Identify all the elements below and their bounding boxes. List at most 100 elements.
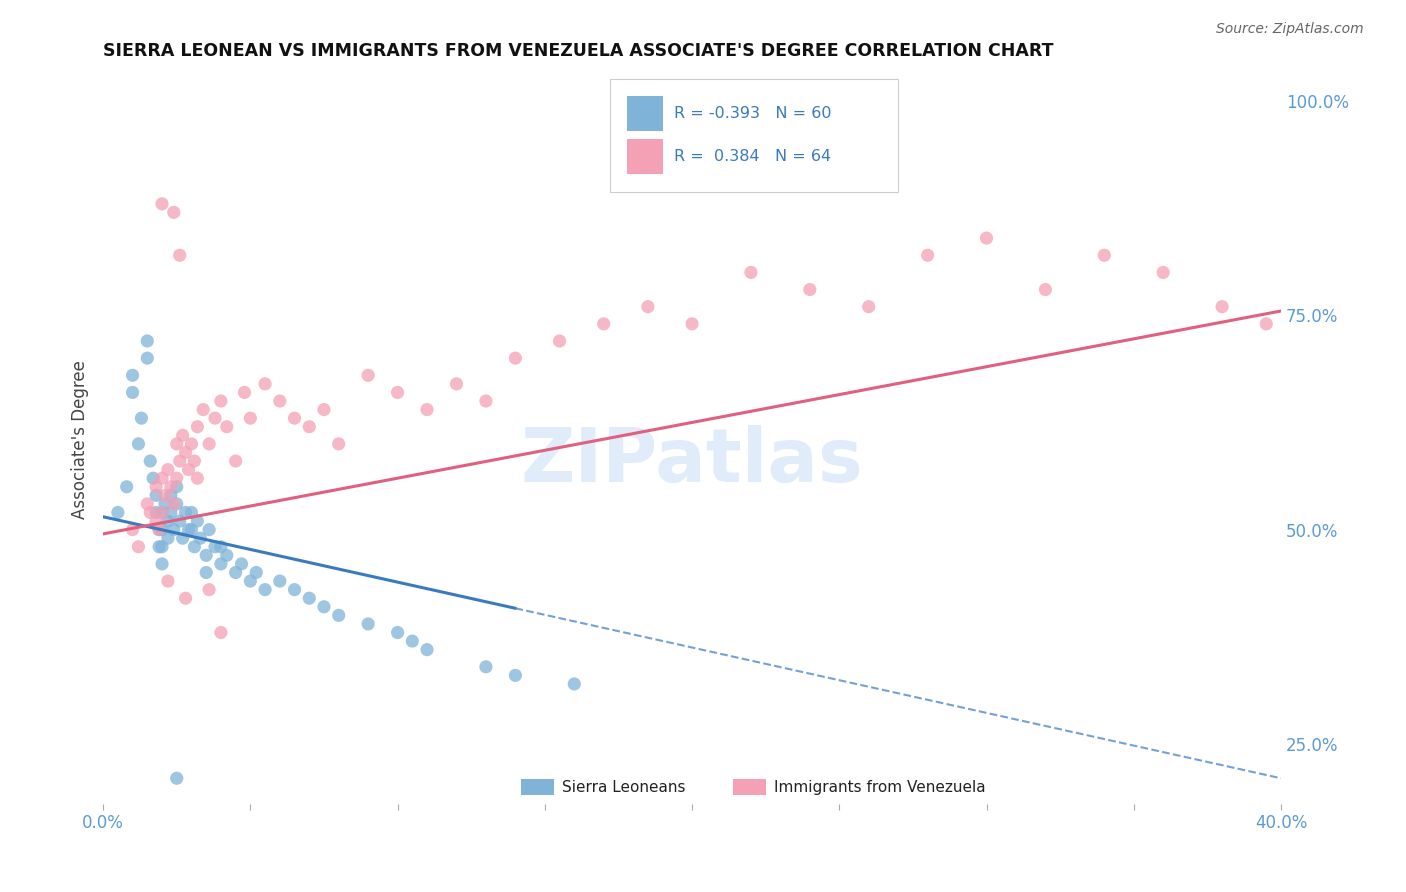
Point <box>239 574 262 588</box>
Point <box>548 334 571 348</box>
Text: SIERRA LEONEAN VS IMMIGRANTS FROM VENEZUELA ASSOCIATE'S DEGREE CORRELATION CHART: SIERRA LEONEAN VS IMMIGRANTS FROM VENEZU… <box>103 42 1053 60</box>
Point <box>209 625 232 640</box>
Point <box>156 531 179 545</box>
Point <box>505 351 527 366</box>
Point <box>209 394 232 409</box>
Text: Immigrants from Venezuela: Immigrants from Venezuela <box>775 780 986 795</box>
Point <box>186 419 208 434</box>
Point <box>148 523 170 537</box>
Point <box>328 608 350 623</box>
Point <box>416 402 439 417</box>
Point <box>592 317 614 331</box>
Point <box>115 480 138 494</box>
Point <box>127 540 149 554</box>
Point <box>1256 317 1278 331</box>
Point <box>193 402 215 417</box>
Point <box>148 540 170 554</box>
Point <box>145 480 167 494</box>
Point <box>1152 265 1174 279</box>
Point <box>180 437 202 451</box>
FancyBboxPatch shape <box>522 780 554 796</box>
Point <box>637 300 659 314</box>
Text: Sierra Leoneans: Sierra Leoneans <box>562 780 686 795</box>
Point <box>163 497 186 511</box>
Point <box>740 265 762 279</box>
Point <box>283 411 305 425</box>
Point <box>328 437 350 451</box>
Point <box>172 531 194 545</box>
Point <box>215 549 238 563</box>
Point <box>174 445 197 459</box>
Point <box>198 582 221 597</box>
Point <box>186 471 208 485</box>
Point <box>799 283 821 297</box>
Point <box>225 566 247 580</box>
Point <box>562 677 585 691</box>
Point <box>169 514 191 528</box>
Point <box>139 454 162 468</box>
Point <box>188 531 211 545</box>
Point <box>156 514 179 528</box>
Point <box>177 523 200 537</box>
Point <box>1211 300 1233 314</box>
Point <box>312 599 335 614</box>
Point <box>145 506 167 520</box>
Point <box>136 351 159 366</box>
Point <box>357 616 380 631</box>
Point <box>139 506 162 520</box>
Point <box>183 454 205 468</box>
Point <box>163 523 186 537</box>
Point <box>254 376 277 391</box>
Point <box>136 334 159 348</box>
Point <box>209 540 232 554</box>
Point <box>166 771 188 785</box>
Point <box>231 557 253 571</box>
Point <box>150 506 173 520</box>
Point <box>1092 248 1115 262</box>
Point <box>215 419 238 434</box>
Y-axis label: Associate's Degree: Associate's Degree <box>72 360 89 519</box>
Point <box>186 514 208 528</box>
Point <box>298 419 321 434</box>
Text: R = -0.393   N = 60: R = -0.393 N = 60 <box>675 106 832 121</box>
FancyBboxPatch shape <box>610 78 898 192</box>
FancyBboxPatch shape <box>627 138 662 174</box>
Point <box>142 471 165 485</box>
Point <box>446 376 468 391</box>
Point <box>127 437 149 451</box>
Point <box>298 591 321 606</box>
Point <box>225 454 247 468</box>
Point <box>505 668 527 682</box>
Point <box>166 480 188 494</box>
Point <box>233 385 256 400</box>
Point <box>976 231 998 245</box>
Point <box>177 462 200 476</box>
Point <box>150 540 173 554</box>
Text: ZIPatlas: ZIPatlas <box>520 425 863 498</box>
FancyBboxPatch shape <box>627 96 662 131</box>
Point <box>107 506 129 520</box>
Point <box>198 437 221 451</box>
Point <box>401 634 423 648</box>
Text: R =  0.384   N = 64: R = 0.384 N = 64 <box>675 149 831 163</box>
Point <box>169 248 191 262</box>
Point <box>163 205 186 219</box>
Point <box>145 488 167 502</box>
Point <box>145 514 167 528</box>
Point <box>198 523 221 537</box>
Point <box>150 523 173 537</box>
Point <box>121 523 143 537</box>
Point <box>239 411 262 425</box>
Point <box>153 497 176 511</box>
Point <box>153 488 176 502</box>
Point <box>160 488 183 502</box>
Point <box>1035 283 1057 297</box>
Point <box>312 402 335 417</box>
Point <box>150 557 173 571</box>
Point <box>180 523 202 537</box>
Point <box>416 642 439 657</box>
Point <box>131 411 153 425</box>
Point <box>136 497 159 511</box>
Point <box>254 582 277 597</box>
Point <box>166 497 188 511</box>
